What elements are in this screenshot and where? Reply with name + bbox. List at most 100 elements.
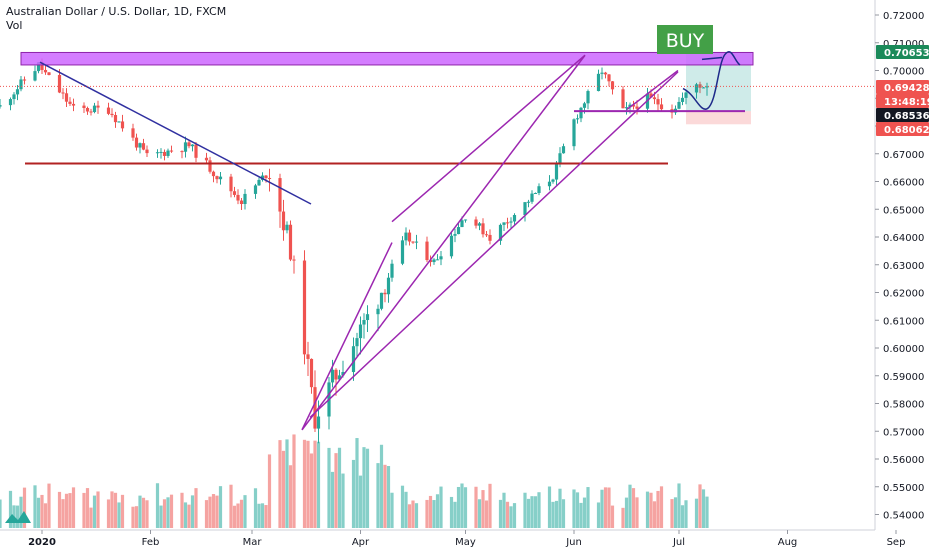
volume-bar <box>15 505 20 528</box>
candle-body <box>306 354 310 359</box>
channel-base-line <box>301 242 393 431</box>
candle-body <box>537 186 541 193</box>
volume-bar <box>358 475 363 528</box>
x-tick-label: Mar <box>243 537 263 548</box>
volume-bar <box>596 502 601 528</box>
candle-body <box>610 81 615 90</box>
volume-bar <box>498 499 503 528</box>
candle-body <box>351 346 356 373</box>
volume-bar <box>316 441 321 528</box>
volume-bar <box>575 492 580 528</box>
candle-body <box>267 177 272 179</box>
candle-body <box>260 175 265 180</box>
candle-body <box>407 232 412 242</box>
buy-label-bg <box>657 25 713 54</box>
channel-upper-line <box>391 54 586 223</box>
volume-bar <box>365 448 370 528</box>
volume-bar <box>624 497 629 528</box>
volume-bar <box>309 453 314 528</box>
volume-bar <box>383 464 387 528</box>
candle-body <box>498 224 503 241</box>
candle-body <box>432 259 436 263</box>
volume-bar <box>85 488 90 528</box>
volume-bar <box>607 487 611 528</box>
volume-bar <box>141 497 146 528</box>
candle-body <box>428 260 433 263</box>
x-tick-label: Aug <box>778 537 798 548</box>
candle-body <box>554 163 559 180</box>
y-tick-label: 0.67000 <box>883 150 924 161</box>
volume-bar <box>43 503 48 528</box>
candle-body <box>603 72 608 75</box>
candle-body <box>488 234 492 241</box>
volume-bar <box>677 483 681 528</box>
volume-bar <box>603 487 608 528</box>
candle-body <box>110 113 114 116</box>
x-tick-label: Sep <box>887 537 906 548</box>
candle-body <box>211 171 216 177</box>
volume-bar <box>439 486 443 528</box>
volume-bar <box>292 434 296 528</box>
volume-bar <box>628 484 632 528</box>
candle-body <box>40 62 44 70</box>
volume-bar <box>526 498 531 528</box>
candle-body <box>253 185 258 194</box>
volume-bar <box>260 503 265 528</box>
candle-body <box>257 179 261 186</box>
candle-body <box>337 375 342 380</box>
volume-bar <box>631 488 636 528</box>
volume-bar <box>404 491 408 528</box>
volume-bar <box>155 483 160 528</box>
candle-body <box>341 372 345 376</box>
candle-body <box>362 320 366 325</box>
candle-body <box>239 200 244 205</box>
volume-bar <box>239 499 244 528</box>
candle-body <box>505 222 510 224</box>
candle-body <box>166 150 170 156</box>
y-tick-label: 0.59000 <box>883 372 924 383</box>
volume-bar <box>204 500 209 528</box>
candle-body <box>92 105 97 113</box>
volume-bar <box>40 494 44 528</box>
volume-bar <box>194 488 198 528</box>
candle-body <box>705 86 709 88</box>
volume-bar <box>243 495 247 528</box>
volume-bar <box>278 440 282 528</box>
candle-body <box>215 176 219 180</box>
candle-body <box>187 142 191 147</box>
volume-bar <box>554 500 559 528</box>
volume-bar <box>512 503 517 528</box>
x-tick-label: Feb <box>142 537 160 548</box>
volume-bar <box>187 504 191 528</box>
x-tick-label: Jun <box>565 537 582 548</box>
price-badge <box>876 80 929 94</box>
volume-bar <box>341 473 345 528</box>
candle-body <box>586 91 590 104</box>
y-tick-label: 0.56000 <box>883 455 924 466</box>
volume-bar <box>8 490 13 528</box>
volume-bar <box>362 447 366 528</box>
price-badge <box>876 94 929 108</box>
candle-body <box>547 181 552 187</box>
candle-body <box>85 108 90 112</box>
volume-bar <box>229 484 233 528</box>
volume-bar <box>82 492 86 528</box>
candle-body <box>575 118 580 120</box>
candle-body <box>435 259 440 261</box>
candle-body <box>61 92 65 94</box>
volume-bar <box>288 465 293 528</box>
volume-bar <box>670 499 674 528</box>
volume-bar <box>701 489 706 528</box>
volume-bar <box>96 491 100 528</box>
candle-body <box>386 277 391 295</box>
candle-body <box>285 224 289 231</box>
volume-bar <box>355 438 359 528</box>
volume-bar <box>162 499 167 528</box>
volume-bar <box>106 499 111 528</box>
candle-body <box>579 107 583 119</box>
volume-bar <box>582 497 587 528</box>
candle-body <box>64 93 69 102</box>
candle-body <box>8 99 13 106</box>
